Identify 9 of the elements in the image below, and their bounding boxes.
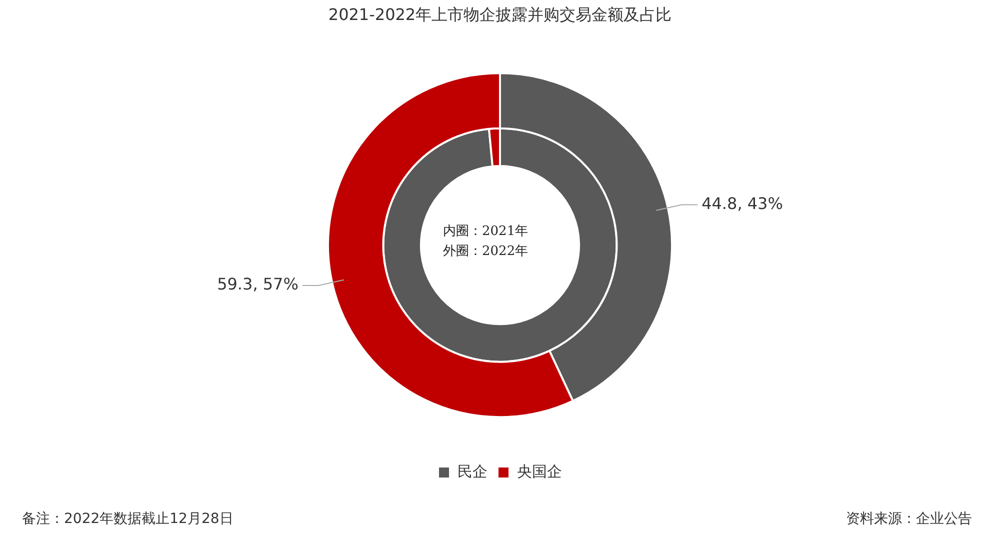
text: 资料来源：企业公告 [846,510,972,528]
text: 内圈：2021年 [443,223,530,241]
data-label: 44.8, 43% [702,194,783,213]
legend-label: 民企 [458,462,488,480]
chart-title: 2021-2022年上市物企披露并购交易金额及占比 [328,4,672,24]
text: 外圈：2022年 [443,243,530,261]
text: 备注：2022年数据截止12月28日 [22,510,234,528]
legend-label: 央国企 [517,462,562,480]
data-label: 59.3, 57% [217,274,298,294]
